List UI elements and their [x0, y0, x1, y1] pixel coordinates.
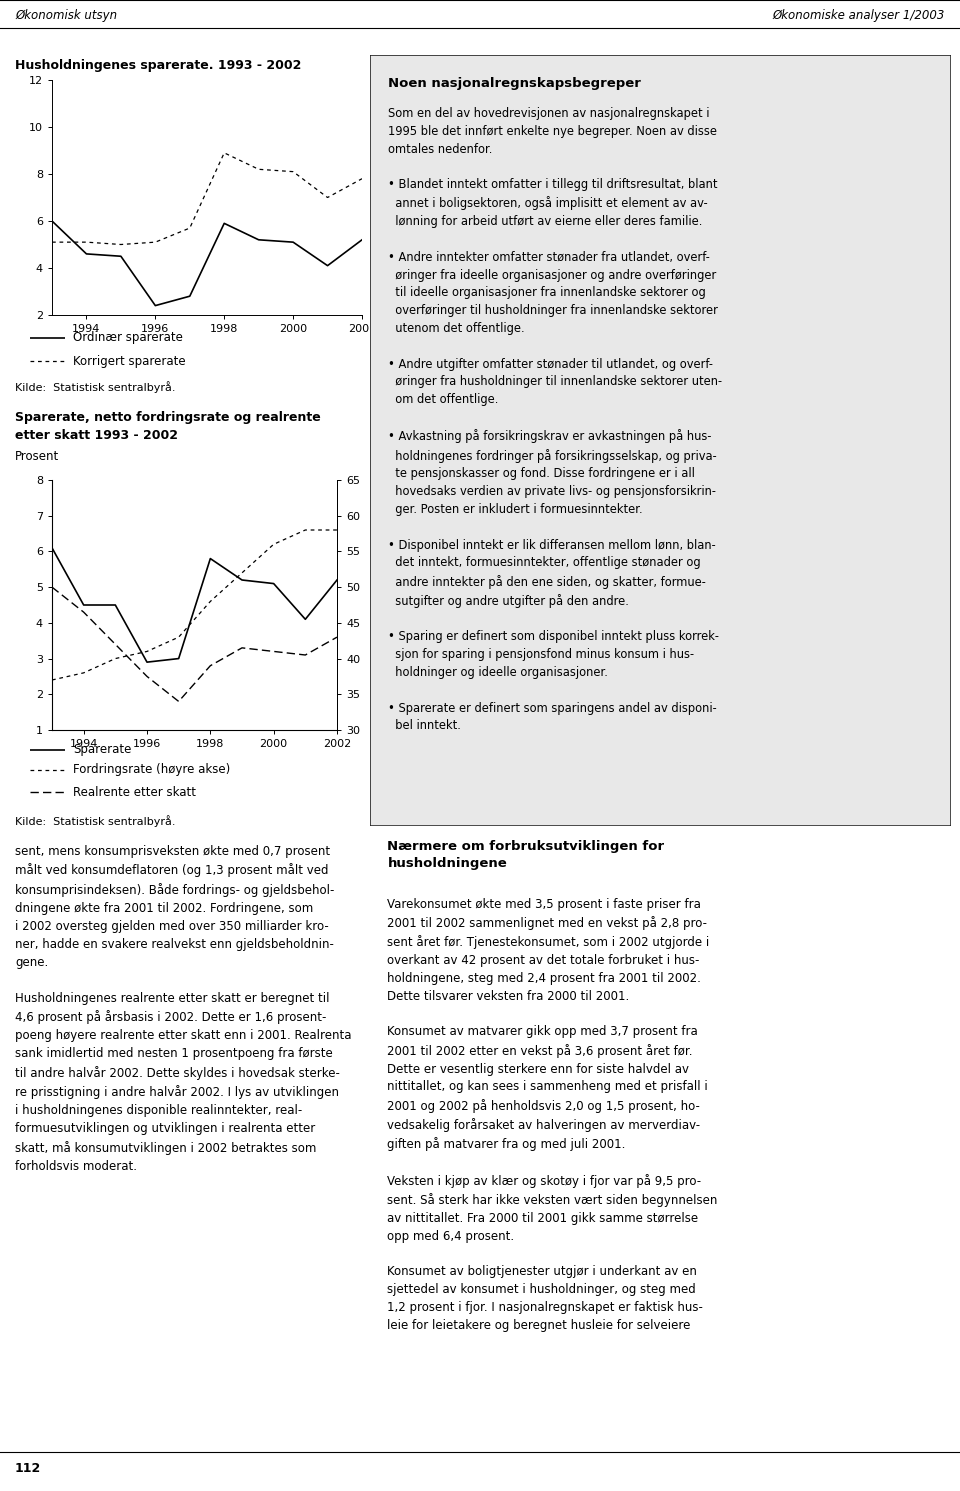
Text: sent, mens konsumprisveksten økte med 0,7 prosent
målt ved konsumdeflatoren (og : sent, mens konsumprisveksten økte med 0,… — [15, 845, 351, 1173]
Text: Ordinær sparerate: Ordinær sparerate — [73, 331, 182, 344]
Text: etter skatt 1993 - 2002: etter skatt 1993 - 2002 — [15, 429, 178, 443]
Text: Prosent: Prosent — [15, 450, 60, 462]
Text: Sparerate, netto fordringsrate og realrente: Sparerate, netto fordringsrate og realre… — [15, 412, 321, 423]
Text: Kilde:  Statistisk sentralbyrå.: Kilde: Statistisk sentralbyrå. — [15, 382, 176, 394]
Text: Varekonsumet økte med 3,5 prosent i faste priser fra
2001 til 2002 sammenlignet : Varekonsumet økte med 3,5 prosent i fast… — [388, 898, 718, 1331]
Text: 112: 112 — [15, 1463, 41, 1476]
Text: Noen nasjonalregnskapsbegreper: Noen nasjonalregnskapsbegreper — [388, 78, 641, 89]
Text: Økonomiske analyser 1/2003: Økonomiske analyser 1/2003 — [773, 9, 945, 22]
Text: Nærmere om forbruksutviklingen for
husholdningene: Nærmere om forbruksutviklingen for husho… — [388, 839, 664, 869]
Text: Korrigert sparerate: Korrigert sparerate — [73, 355, 185, 367]
Text: Realrente etter skatt: Realrente etter skatt — [73, 786, 196, 799]
Text: Som en del av hovedrevisjonen av nasjonalregnskapet i
1995 ble det innført enkel: Som en del av hovedrevisjonen av nasjona… — [388, 107, 722, 732]
Text: Økonomisk utsyn: Økonomisk utsyn — [15, 9, 117, 22]
Text: Fordringsrate (høyre akse): Fordringsrate (høyre akse) — [73, 763, 230, 777]
Text: Kilde:  Statistisk sentralbyrå.: Kilde: Statistisk sentralbyrå. — [15, 816, 176, 828]
Text: Sparerate: Sparerate — [73, 744, 132, 756]
Text: Husholdningenes sparerate. 1993 - 2002: Husholdningenes sparerate. 1993 - 2002 — [15, 60, 301, 73]
